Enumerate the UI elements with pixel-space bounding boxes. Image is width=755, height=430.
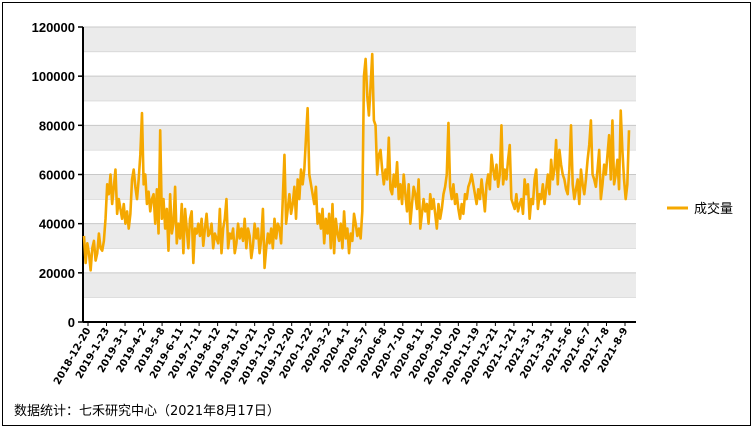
y-tick-label: 40000 <box>39 217 75 232</box>
grid-band <box>83 27 636 52</box>
source-note: 数据统计：七禾研究中心（2021年8月17日） <box>14 404 280 419</box>
grid-band <box>83 125 636 150</box>
y-tick-label: 80000 <box>39 118 75 133</box>
x-axis-ticks: 2018-12-202019-1-232019-3-12019-4-22019-… <box>52 322 631 387</box>
series-line-volume <box>82 52 631 272</box>
legend: 成交量 <box>667 201 733 217</box>
y-tick-label: 60000 <box>39 168 75 183</box>
grid-band <box>83 272 636 298</box>
y-axis-ticks: 0 20000 40000 60000 80000 100000 120000 <box>32 20 83 330</box>
legend-label: 成交量 <box>694 201 733 217</box>
y-tick-label: 0 <box>68 315 75 330</box>
grid-bands <box>83 26 636 298</box>
grid-band <box>83 76 636 101</box>
y-tick-label: 100000 <box>32 69 75 84</box>
y-tick-label: 120000 <box>32 20 75 35</box>
y-tick-label: 20000 <box>39 266 75 281</box>
